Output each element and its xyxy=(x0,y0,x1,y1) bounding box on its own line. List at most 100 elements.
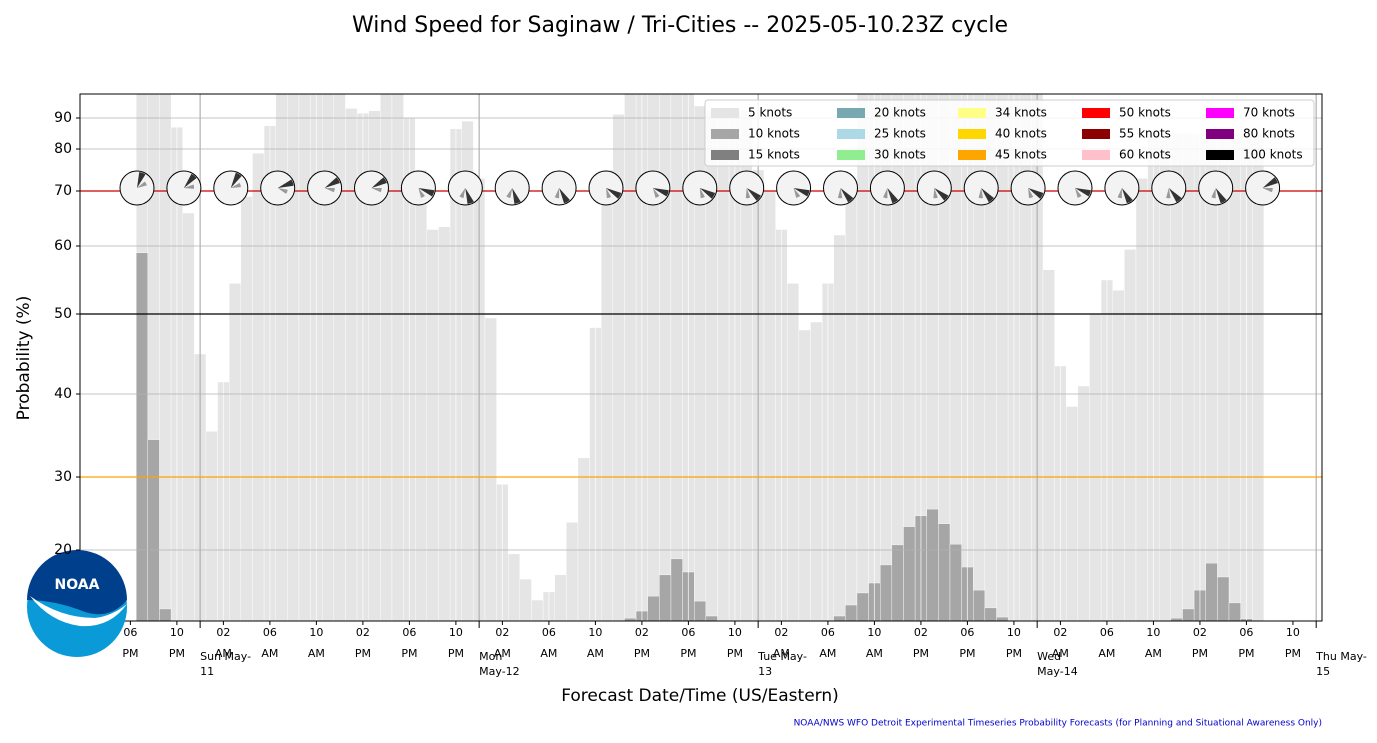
bar xyxy=(252,152,265,621)
bar xyxy=(182,212,195,621)
wind-dial-wedge xyxy=(1215,188,1227,204)
bar xyxy=(298,94,311,621)
wind-dial xyxy=(494,170,530,206)
wind-dial-wedge xyxy=(183,173,197,188)
wind-dial-wedge xyxy=(1028,188,1044,199)
bar xyxy=(1228,602,1241,621)
wind-dial-wedge xyxy=(277,188,288,194)
bar xyxy=(891,544,904,621)
x-tick-label: 06 PM xyxy=(401,626,418,660)
bar xyxy=(996,616,1009,621)
footer-note: NOAA/NWS WFO Detroit Experimental Timese… xyxy=(794,719,1322,729)
legend-swatch xyxy=(837,150,865,160)
bar xyxy=(508,553,521,621)
x-tick-label: 06 AM xyxy=(261,626,279,660)
legend-label: 70 knots xyxy=(1243,106,1295,120)
y-tick-label: 80 xyxy=(54,141,72,157)
bar xyxy=(1252,133,1265,621)
bar xyxy=(484,317,497,621)
bar xyxy=(647,595,660,621)
bar xyxy=(1182,608,1195,621)
legend: 5 knots 10 knots 15 knots 20 knots 25 knots 3… xyxy=(704,99,1315,167)
legend-swatch xyxy=(1206,108,1234,118)
y-tick-label: 70 xyxy=(54,183,72,199)
legend-swatch xyxy=(711,150,739,160)
bar xyxy=(1182,133,1195,621)
logo-swoosh xyxy=(30,596,127,627)
bar xyxy=(1042,269,1055,621)
wind-dial-wedge xyxy=(699,188,705,199)
bar xyxy=(438,226,451,621)
x-tick-label: 10 AM xyxy=(307,626,325,660)
bar xyxy=(845,604,858,621)
legend-label: 20 knots xyxy=(874,106,926,120)
wind-dial-wedge xyxy=(230,172,242,188)
noaa-logo: NOAA xyxy=(27,550,127,657)
wind-dial xyxy=(1104,170,1140,206)
wind-dial-wedge xyxy=(465,188,474,204)
plot-frame xyxy=(79,93,1323,622)
legend-swatch xyxy=(837,129,865,139)
wind-dial xyxy=(1010,170,1046,206)
legend-swatch xyxy=(958,129,986,139)
bar xyxy=(973,589,986,621)
legend-label: 80 knots xyxy=(1243,127,1295,141)
bar xyxy=(601,169,614,621)
x-tick-label: 06 PM xyxy=(680,626,697,660)
bar xyxy=(798,329,811,621)
bar xyxy=(147,439,160,621)
wind-dial-wedge xyxy=(652,188,660,198)
bar xyxy=(880,564,893,621)
bar xyxy=(787,283,800,621)
wind-dial xyxy=(119,170,155,206)
wind-dial xyxy=(166,170,202,206)
x-tick-label: 06 AM xyxy=(1098,626,1116,660)
wind-dial-wedge xyxy=(981,188,994,203)
wind-dial-wedge xyxy=(459,188,466,199)
wind-dial xyxy=(1057,170,1093,206)
x-tick-label: 06 AM xyxy=(819,626,837,660)
bar xyxy=(287,94,300,621)
x-tick-label: 10 PM xyxy=(447,626,464,660)
x-tick-label: 06 PM xyxy=(1238,626,1255,660)
wind-dial xyxy=(1198,170,1234,206)
x-tick-label: 02 AM xyxy=(772,626,790,660)
legend-label: 5 knots xyxy=(748,106,792,120)
legend-label: 10 knots xyxy=(748,127,800,141)
wind-dial xyxy=(213,170,249,206)
wind-dial xyxy=(1245,170,1281,206)
wind-dial xyxy=(400,170,436,206)
bar xyxy=(670,558,683,621)
bar xyxy=(159,608,172,621)
bar xyxy=(949,543,962,621)
legend-swatch xyxy=(958,108,986,118)
y-tick-label: 30 xyxy=(54,469,72,485)
wind-dial-wedge xyxy=(699,188,716,199)
legend-swatch xyxy=(1082,108,1110,118)
wind-dial-wedge xyxy=(1121,188,1133,204)
wind-dial-wedge xyxy=(137,181,147,188)
bar xyxy=(717,110,730,621)
bar xyxy=(763,190,776,621)
legend-swatch xyxy=(711,108,739,118)
bar xyxy=(705,615,718,621)
wind-dial-wedge xyxy=(277,179,294,188)
bar xyxy=(670,94,683,621)
wind-dial xyxy=(682,170,718,206)
x-tick-label: 02 PM xyxy=(633,626,650,660)
wind-dial-wedge xyxy=(418,188,435,197)
bar xyxy=(1135,178,1148,621)
bar xyxy=(926,508,939,621)
wind-dial-wedge xyxy=(324,188,335,193)
x-tick-label: 10 AM xyxy=(865,626,883,660)
bar xyxy=(333,94,346,621)
bar xyxy=(856,94,869,621)
wind-dial-wedge xyxy=(1117,188,1122,199)
x-tick-label: 10 PM xyxy=(726,626,743,660)
x-tick-label: 10 PM xyxy=(1005,626,1022,660)
bar xyxy=(1124,249,1137,621)
wind-dial-wedge xyxy=(793,188,801,198)
bar xyxy=(159,94,172,621)
bar xyxy=(1217,576,1230,621)
legend-label: 60 knots xyxy=(1119,148,1171,162)
